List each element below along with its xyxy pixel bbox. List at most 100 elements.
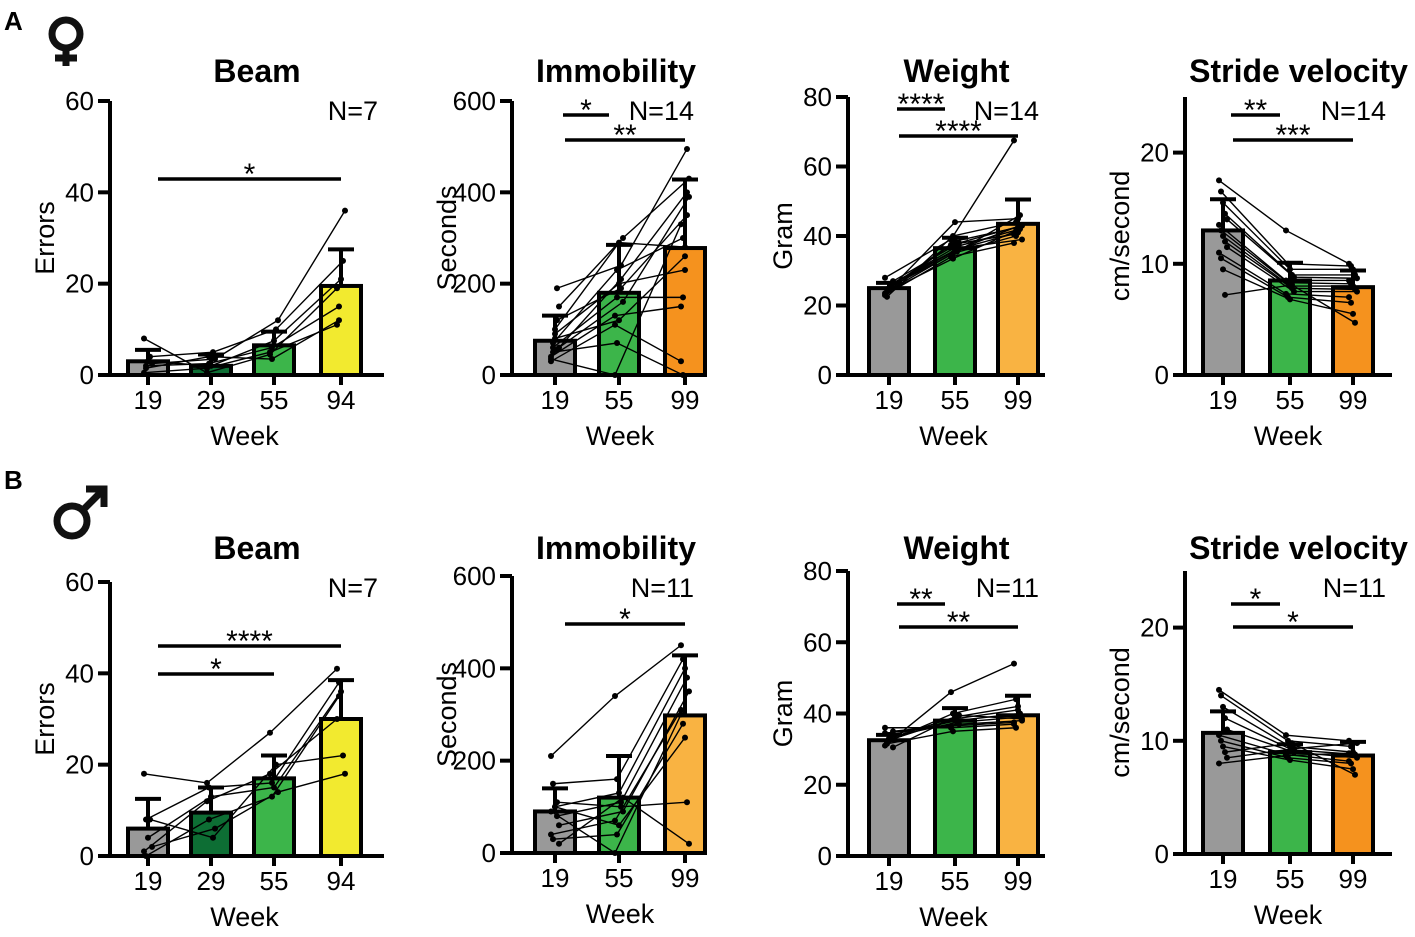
data-point xyxy=(1287,757,1293,764)
y-tick-label: 0 xyxy=(482,838,496,868)
data-point xyxy=(1013,724,1019,731)
y-axis-label: cm/second xyxy=(1105,647,1135,778)
data-point xyxy=(616,317,622,324)
data-point xyxy=(336,317,342,324)
data-point xyxy=(338,688,344,695)
n-label: N=7 xyxy=(328,96,378,126)
data-point xyxy=(1222,238,1228,245)
data-point xyxy=(1220,199,1226,206)
data-point xyxy=(888,733,894,740)
data-point xyxy=(1346,750,1352,757)
data-point xyxy=(1218,255,1224,262)
bar-19 xyxy=(867,738,911,858)
data-point xyxy=(271,784,277,791)
data-point xyxy=(678,706,684,713)
y-tick-label: 0 xyxy=(818,360,832,390)
data-point xyxy=(1287,266,1293,273)
data-point xyxy=(612,372,618,378)
data-point xyxy=(1216,177,1222,184)
data-point xyxy=(1216,686,1222,693)
data-point xyxy=(336,693,342,700)
x-tick-label: 19 xyxy=(541,385,570,415)
n-label: N=11 xyxy=(1323,573,1386,603)
data-point xyxy=(956,712,962,719)
x-axis-label: Week xyxy=(919,902,988,932)
data-point xyxy=(678,642,684,649)
data-point xyxy=(149,360,155,367)
data-point xyxy=(141,770,147,777)
data-point xyxy=(269,779,275,786)
x-tick-label: 55 xyxy=(941,385,970,415)
data-point xyxy=(1017,212,1023,219)
data-point xyxy=(620,794,626,801)
significance-label: ** xyxy=(613,119,637,152)
data-point xyxy=(686,688,692,695)
subject-line xyxy=(143,324,338,374)
n-label: N=11 xyxy=(631,573,694,603)
y-tick-label: 10 xyxy=(1140,249,1169,279)
data-point xyxy=(882,724,888,731)
y-tick-label: 20 xyxy=(1140,613,1169,643)
data-point xyxy=(1289,740,1295,747)
x-tick-label: 19 xyxy=(134,385,163,415)
data-point xyxy=(1350,310,1356,317)
data-point xyxy=(1218,188,1224,195)
data-point xyxy=(212,825,218,832)
data-point xyxy=(204,798,210,805)
y-tick-label: 60 xyxy=(803,627,832,657)
subject-line xyxy=(147,691,342,839)
chart-title: Weight xyxy=(903,530,1009,566)
data-point xyxy=(686,840,692,847)
data-point xyxy=(1222,291,1228,298)
n-label: N=14 xyxy=(629,96,694,126)
x-tick-label: 99 xyxy=(671,863,700,893)
bar-55 xyxy=(1268,750,1312,856)
data-point xyxy=(1352,771,1358,778)
data-point xyxy=(950,255,956,262)
subject-line xyxy=(550,644,682,757)
data-point xyxy=(618,285,624,292)
subject-line xyxy=(145,695,340,857)
data-point xyxy=(1220,743,1226,750)
x-tick-label: 55 xyxy=(1276,864,1305,894)
data-point xyxy=(612,850,618,856)
x-axis-label: Week xyxy=(210,902,279,932)
data-point xyxy=(1291,274,1297,281)
data-point xyxy=(334,285,340,292)
chart-title: Stride velocity xyxy=(1189,53,1408,89)
data-point xyxy=(271,337,277,344)
data-point xyxy=(342,207,348,214)
data-point xyxy=(340,752,346,759)
data-point xyxy=(620,808,626,815)
data-point xyxy=(1216,732,1222,739)
data-point xyxy=(269,793,275,800)
n-label: N=14 xyxy=(1321,96,1386,126)
x-tick-label: 55 xyxy=(605,863,634,893)
subject-line xyxy=(143,668,338,784)
y-tick-label: 0 xyxy=(80,841,94,871)
data-point xyxy=(614,294,620,301)
y-tick-label: 0 xyxy=(1155,360,1169,390)
y-tick-label: 0 xyxy=(818,841,832,871)
data-point xyxy=(678,221,684,228)
data-point xyxy=(618,799,624,806)
data-point xyxy=(680,720,686,727)
data-point xyxy=(554,799,560,806)
data-point xyxy=(1220,266,1226,273)
x-tick-label: 55 xyxy=(941,866,970,896)
significance-label: * xyxy=(244,158,256,191)
data-point xyxy=(1348,760,1354,767)
y-tick-label: 40 xyxy=(803,221,832,251)
data-point xyxy=(550,780,556,787)
panel-b-weight: Weight N=11 Gram Week 0 20 40 60 80 19 55 99 ** ** xyxy=(768,530,1045,932)
data-point xyxy=(684,212,690,219)
data-point xyxy=(618,262,624,269)
y-tick-label: 10 xyxy=(1140,726,1169,756)
x-axis-label: Week xyxy=(1254,421,1323,451)
x-tick-label: 19 xyxy=(1209,864,1238,894)
data-point xyxy=(552,335,558,342)
data-point xyxy=(616,822,622,829)
x-tick-label: 55 xyxy=(260,866,289,896)
x-tick-label: 99 xyxy=(1004,866,1033,896)
